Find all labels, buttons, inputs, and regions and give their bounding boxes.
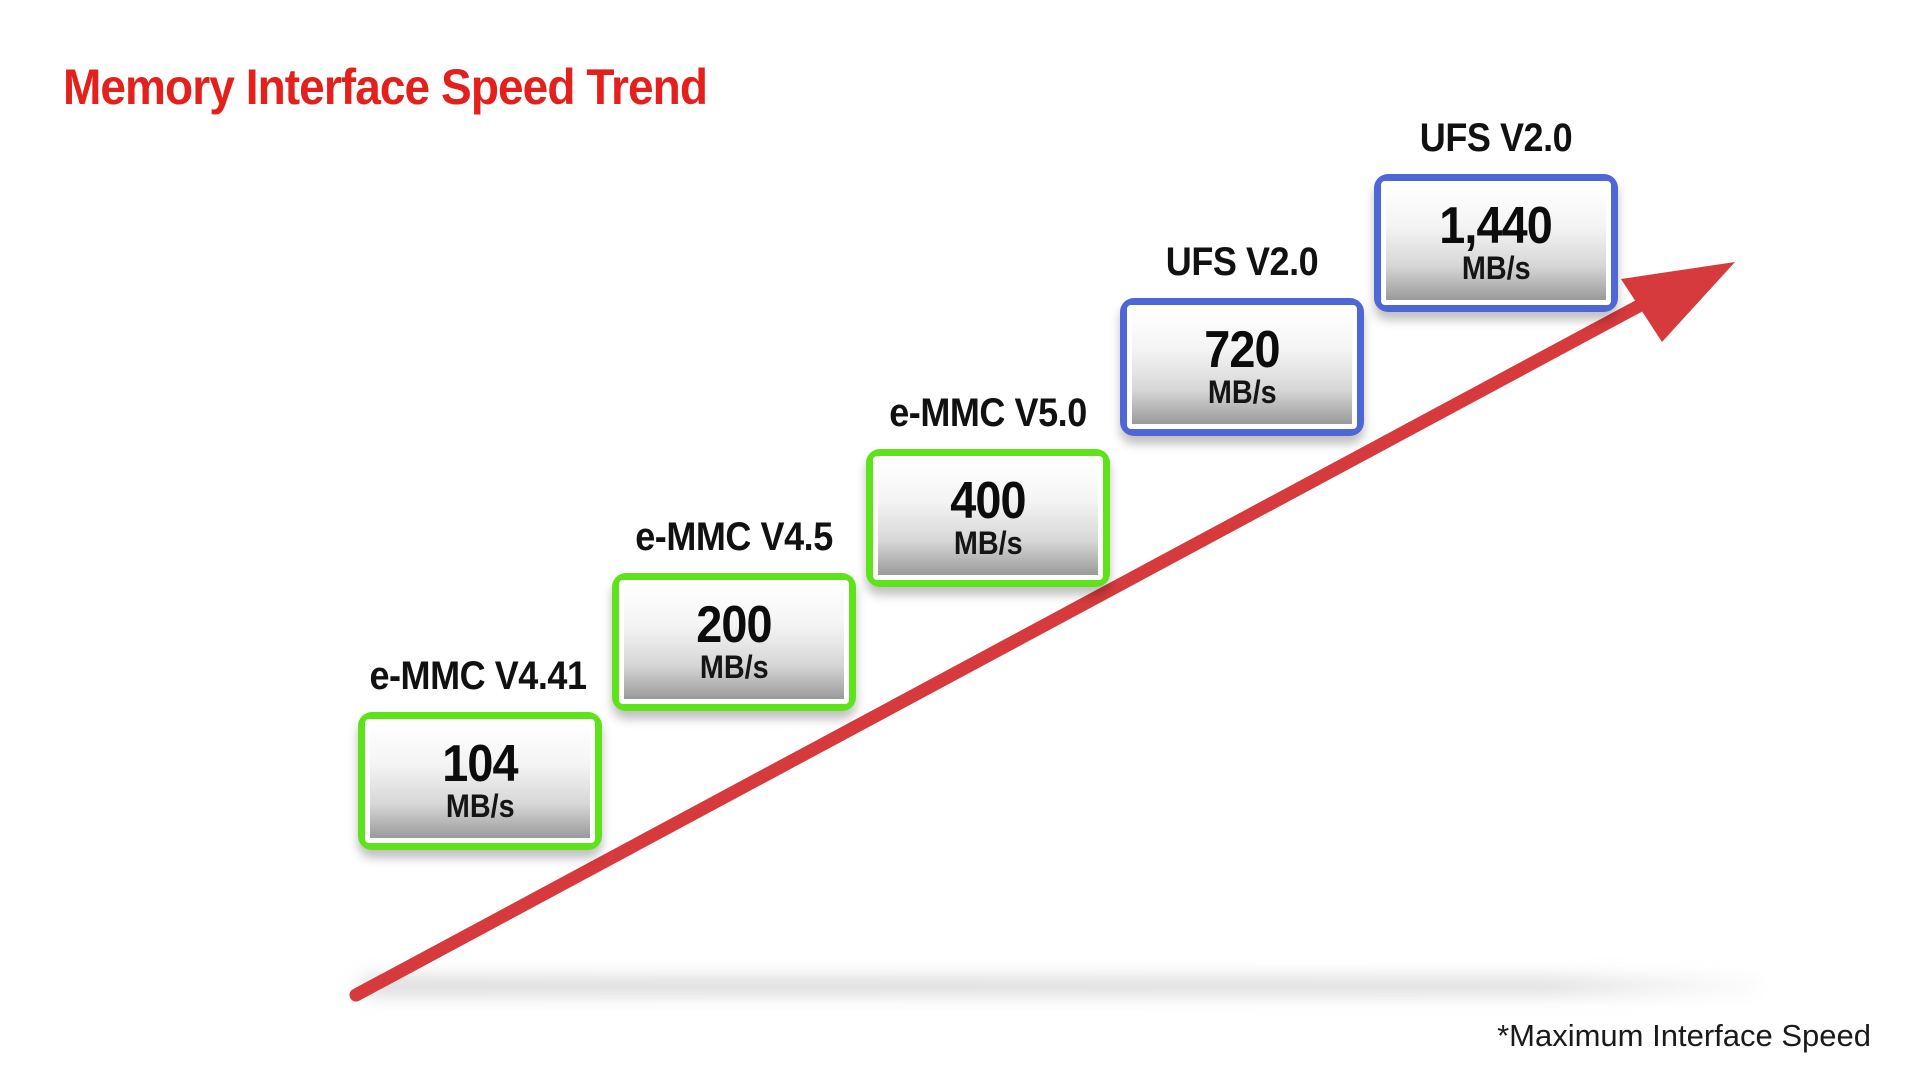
speed-value: 400	[950, 472, 1026, 530]
speed-value: 720	[1204, 321, 1280, 379]
speed-unit: MB/s	[445, 788, 515, 824]
version-label: UFS V2.0	[1419, 116, 1573, 160]
version-label: e-MMC V5.0	[889, 391, 1087, 435]
version-label: e-MMC V4.5	[635, 515, 833, 559]
speed-box-face: 104 MB/s	[365, 719, 595, 843]
version-label: UFS V2.0	[1165, 240, 1319, 284]
trend-arrow-head	[1621, 262, 1735, 342]
speed-unit: MB/s	[1207, 374, 1277, 410]
speed-value: 200	[696, 596, 772, 654]
speed-box-face: 200 MB/s	[619, 580, 849, 704]
speed-box-face: 720 MB/s	[1127, 305, 1357, 429]
footnote: *Maximum Interface Speed	[1497, 1018, 1871, 1053]
speed-box: 400 MB/s	[866, 449, 1110, 587]
speed-unit: MB/s	[953, 525, 1023, 561]
speed-value: 104	[442, 735, 518, 793]
trend-arrow	[349, 262, 1735, 1002]
speed-unit: MB/s	[1461, 250, 1531, 286]
floor-shadow	[360, 978, 1760, 994]
speed-box: 104 MB/s	[358, 712, 602, 850]
speed-value: 1,440	[1439, 197, 1554, 255]
chart-title: Memory Interface Speed Trend	[63, 59, 708, 115]
speed-box-face: 1,440 MB/s	[1381, 181, 1611, 305]
version-label: e-MMC V4.41	[369, 654, 587, 698]
trend-arrow-shaft	[349, 293, 1657, 1002]
speed-unit: MB/s	[699, 649, 769, 685]
speed-box: 1,440 MB/s	[1374, 174, 1618, 312]
speed-box: 720 MB/s	[1120, 298, 1364, 436]
speed-box: 200 MB/s	[612, 573, 856, 711]
speed-box-face: 400 MB/s	[873, 456, 1103, 580]
